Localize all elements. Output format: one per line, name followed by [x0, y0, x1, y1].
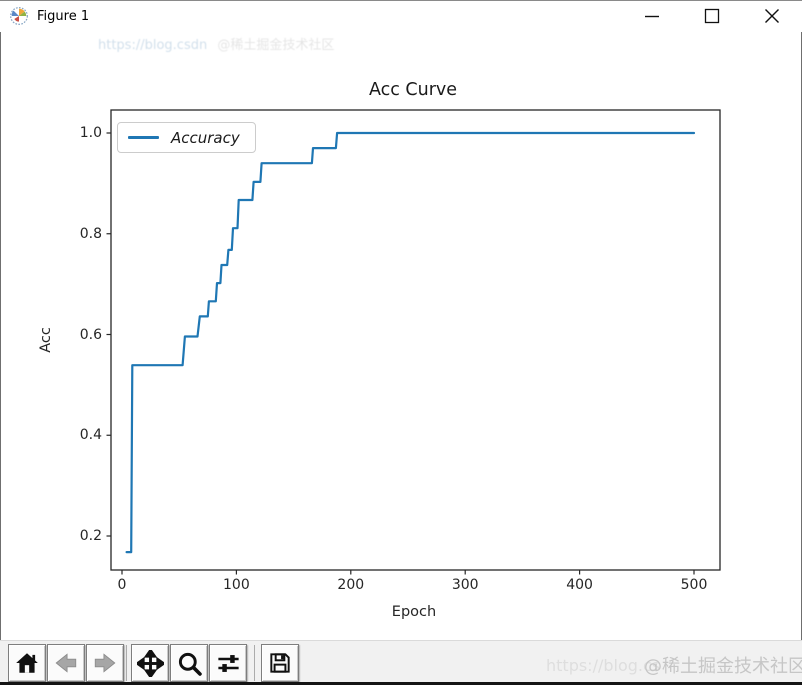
- sliders-icon: [217, 654, 239, 672]
- floppy-disk-icon: [270, 653, 290, 673]
- window-title: Figure 1: [37, 8, 90, 24]
- titlebar: Figure 1: [0, 0, 802, 32]
- pan-arrows-icon: [136, 649, 164, 677]
- y-tick-label: 0.2: [79, 528, 102, 544]
- x-tick-label: 200: [337, 577, 365, 593]
- y-tick-label: 0.8: [79, 225, 102, 242]
- arrow-right-icon: [94, 653, 116, 673]
- minimize-button[interactable]: [622, 0, 682, 32]
- configure-subplots-button[interactable]: [209, 644, 247, 682]
- arrow-left-icon: [55, 653, 77, 673]
- y-tick-label: 1.0: [79, 125, 102, 141]
- matplotlib-logo-icon: [10, 7, 28, 25]
- legend-line-sample: [128, 136, 159, 139]
- minimize-icon: [645, 15, 659, 18]
- home-button[interactable]: [8, 644, 46, 682]
- bottom-watermark-url: https://blog.cs: [546, 656, 661, 675]
- x-tick-label: 100: [223, 577, 250, 593]
- window-bottom-edge: [0, 682, 802, 685]
- x-tick-label: 400: [566, 577, 593, 593]
- y-tick-label: 0.6: [79, 326, 102, 343]
- bottom-watermark-badge: @稀土掘金技术社区: [644, 656, 802, 677]
- maximize-button[interactable]: [682, 0, 742, 32]
- x-tick-label: 300: [451, 577, 479, 593]
- y-tick-label: 0.4: [79, 427, 102, 444]
- top-watermark-url: https://blog.csdn: [98, 38, 208, 53]
- home-icon: [16, 653, 38, 673]
- y-axis-label: Acc: [38, 327, 54, 353]
- maximize-icon: [704, 8, 720, 24]
- x-tick-label: 500: [680, 577, 708, 593]
- x-tick-label: 0: [117, 577, 127, 593]
- zoom-button[interactable]: [170, 644, 208, 682]
- top-watermark-badge: @稀土掘金技术社区: [217, 38, 335, 53]
- toolbar-separator: [126, 645, 127, 681]
- chart-title: Acc Curve: [368, 80, 458, 100]
- legend: Accuracy: [117, 122, 256, 153]
- back-button[interactable]: [47, 644, 85, 682]
- magnifier-icon: [178, 652, 202, 676]
- save-button[interactable]: [261, 644, 299, 682]
- close-button[interactable]: [742, 0, 802, 32]
- x-axis-label: Epoch: [391, 604, 437, 620]
- window-controls: [622, 0, 802, 32]
- top-watermark: https://blog.csdn @稀土掘金技术社区: [98, 34, 334, 53]
- toolbar-separator: [254, 645, 255, 681]
- navigation-toolbar: [0, 640, 802, 685]
- legend-entry-label: Accuracy: [171, 128, 240, 147]
- pan-button[interactable]: [131, 644, 169, 682]
- close-icon: [765, 9, 779, 23]
- forward-button[interactable]: [86, 644, 124, 682]
